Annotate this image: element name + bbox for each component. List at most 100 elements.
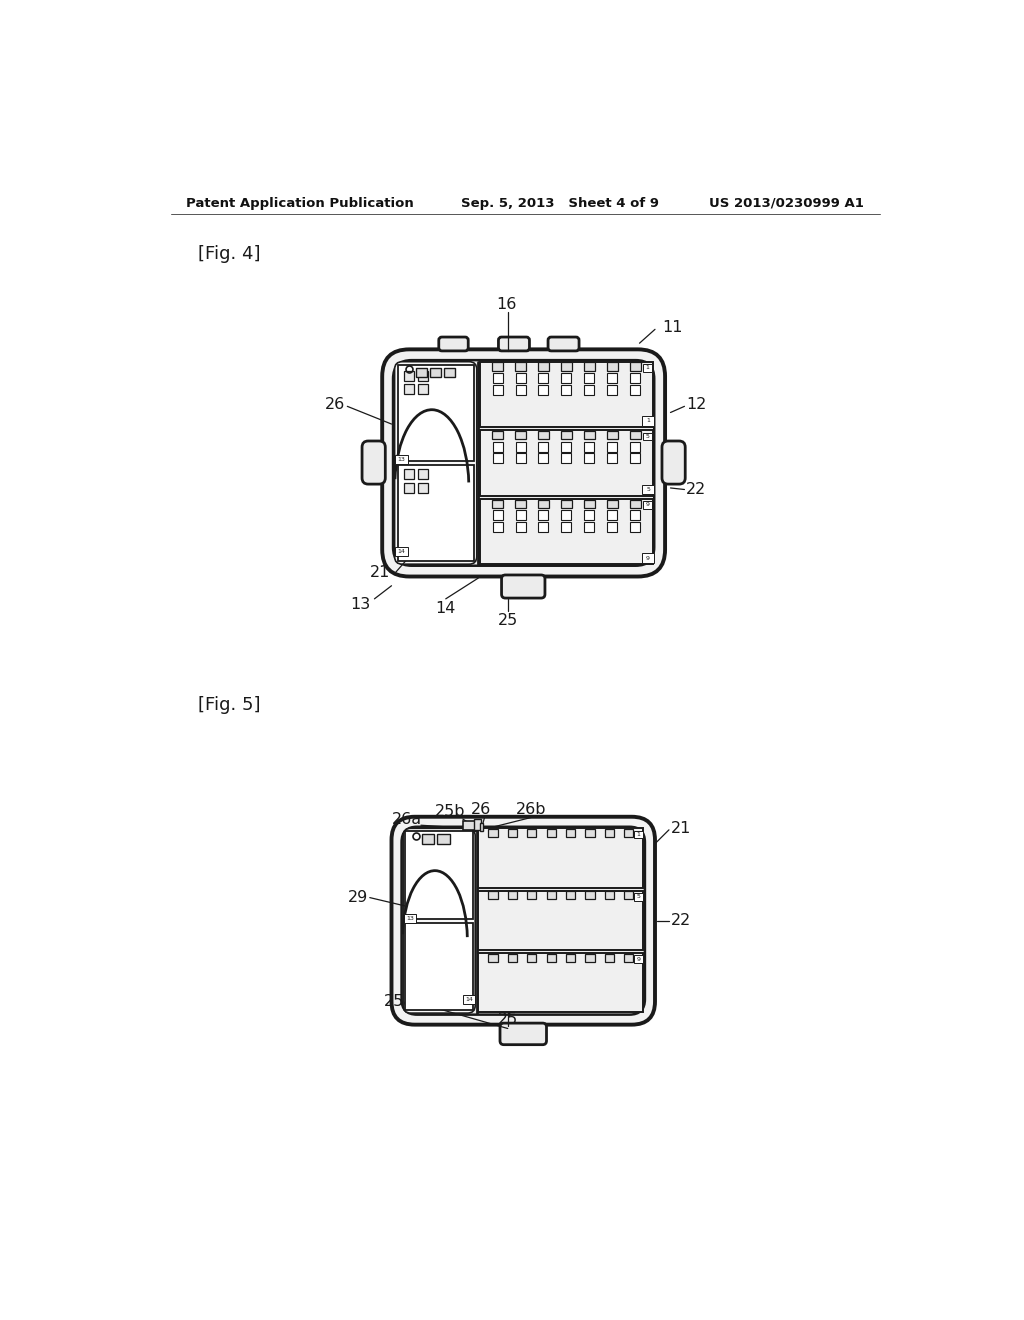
Bar — [584, 385, 594, 395]
Bar — [406, 830, 473, 919]
Bar — [586, 954, 595, 961]
Bar — [478, 829, 643, 887]
Bar — [515, 453, 525, 463]
Bar — [406, 923, 473, 1010]
Bar — [607, 430, 617, 440]
Text: 21: 21 — [671, 821, 691, 836]
Bar — [584, 521, 594, 532]
Bar — [480, 362, 652, 428]
Bar — [493, 511, 503, 520]
Bar — [630, 363, 641, 371]
Bar — [508, 954, 517, 961]
Bar — [515, 430, 525, 440]
Text: 1: 1 — [646, 418, 650, 424]
Bar — [643, 433, 652, 441]
Bar — [634, 892, 643, 900]
Bar — [538, 430, 549, 440]
Bar — [630, 511, 640, 520]
Text: 29: 29 — [348, 890, 369, 906]
Text: US 2013/0230999 A1: US 2013/0230999 A1 — [710, 197, 864, 210]
Bar — [515, 521, 525, 532]
Text: 5: 5 — [646, 434, 649, 438]
Bar — [607, 453, 617, 463]
Bar — [488, 829, 498, 837]
Bar — [607, 385, 617, 395]
FancyBboxPatch shape — [502, 576, 545, 598]
Bar — [566, 954, 575, 961]
Text: 26a: 26a — [392, 812, 422, 826]
Text: 5: 5 — [646, 487, 650, 492]
Bar — [480, 499, 652, 564]
Text: 25: 25 — [498, 612, 518, 628]
Bar — [480, 430, 652, 496]
Bar — [463, 995, 475, 1003]
Text: 25: 25 — [498, 1011, 518, 1027]
Bar — [634, 956, 643, 964]
Bar — [604, 891, 614, 899]
Bar — [607, 374, 617, 383]
FancyBboxPatch shape — [401, 826, 645, 1015]
Bar — [492, 499, 503, 508]
Bar — [539, 385, 549, 395]
Text: 13: 13 — [350, 597, 371, 612]
Bar — [584, 363, 595, 371]
Bar — [493, 453, 503, 463]
Bar — [586, 891, 595, 899]
Text: 25b: 25b — [434, 804, 465, 818]
Bar — [418, 371, 428, 381]
Text: 9: 9 — [636, 957, 640, 962]
Bar — [607, 521, 617, 532]
Bar — [515, 499, 525, 508]
Bar — [488, 954, 498, 961]
Bar — [604, 954, 614, 961]
Bar — [561, 453, 571, 463]
Bar — [403, 913, 417, 923]
Bar — [527, 891, 537, 899]
Bar — [418, 384, 428, 395]
FancyBboxPatch shape — [393, 360, 654, 566]
Bar — [561, 511, 571, 520]
Bar — [561, 363, 571, 371]
Bar — [642, 484, 654, 494]
Bar — [397, 465, 474, 561]
Bar — [561, 442, 571, 451]
Bar — [561, 499, 571, 508]
Bar — [538, 499, 549, 508]
Text: 13: 13 — [407, 916, 414, 921]
Bar — [539, 442, 549, 451]
Bar — [417, 368, 427, 378]
Text: 13: 13 — [397, 457, 406, 462]
Text: 1: 1 — [636, 832, 640, 837]
Text: 1: 1 — [646, 366, 649, 371]
Bar — [539, 521, 549, 532]
Bar — [492, 430, 503, 440]
Bar — [566, 891, 575, 899]
Text: 21: 21 — [370, 565, 390, 579]
FancyBboxPatch shape — [391, 817, 655, 1024]
Bar — [515, 385, 525, 395]
Bar — [561, 374, 571, 383]
Bar — [403, 384, 414, 395]
Bar — [480, 822, 483, 830]
Text: 9: 9 — [646, 556, 650, 561]
Text: 25a: 25a — [384, 994, 415, 1008]
Bar — [624, 829, 633, 837]
Bar — [630, 442, 640, 451]
Text: 22: 22 — [671, 913, 691, 928]
Text: 14: 14 — [465, 997, 473, 1002]
Text: [Fig. 4]: [Fig. 4] — [198, 244, 260, 263]
Bar — [527, 954, 537, 961]
FancyBboxPatch shape — [403, 829, 475, 1014]
Bar — [492, 363, 503, 371]
Bar — [493, 521, 503, 532]
Bar — [430, 368, 441, 378]
Bar — [624, 891, 633, 899]
Bar — [584, 453, 594, 463]
Text: 22: 22 — [686, 482, 707, 498]
Bar — [630, 453, 640, 463]
Text: [Fig. 5]: [Fig. 5] — [198, 696, 260, 714]
Bar — [444, 368, 455, 378]
Bar — [607, 363, 617, 371]
Bar — [547, 954, 556, 961]
Bar — [493, 385, 503, 395]
